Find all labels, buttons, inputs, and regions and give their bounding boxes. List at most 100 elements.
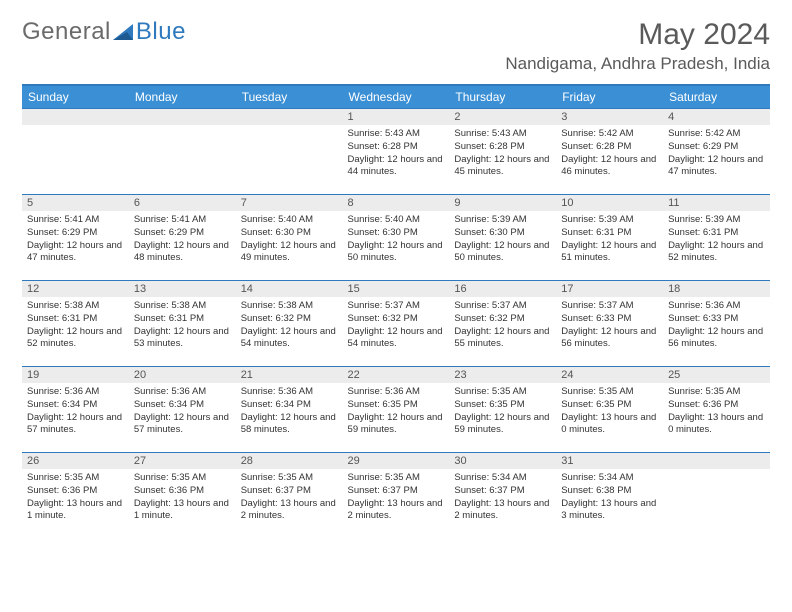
day-details: Sunrise: 5:41 AMSunset: 6:29 PMDaylight:…: [22, 211, 129, 269]
day-details: Sunrise: 5:39 AMSunset: 6:30 PMDaylight:…: [449, 211, 556, 269]
day-details: Sunrise: 5:35 AMSunset: 6:37 PMDaylight:…: [236, 469, 343, 527]
day-details: Sunrise: 5:41 AMSunset: 6:29 PMDaylight:…: [129, 211, 236, 269]
logo-triangle-icon: [113, 22, 135, 42]
day-number: 27: [129, 452, 236, 469]
day-details: Sunrise: 5:35 AMSunset: 6:37 PMDaylight:…: [343, 469, 450, 527]
day-number: 14: [236, 280, 343, 297]
day-details: Sunrise: 5:36 AMSunset: 6:33 PMDaylight:…: [663, 297, 770, 355]
calendar-cell: 4Sunrise: 5:42 AMSunset: 6:29 PMDaylight…: [663, 108, 770, 194]
day-number: 3: [556, 108, 663, 125]
calendar-cell: 27Sunrise: 5:35 AMSunset: 6:36 PMDayligh…: [129, 452, 236, 538]
calendar-cell: 12Sunrise: 5:38 AMSunset: 6:31 PMDayligh…: [22, 280, 129, 366]
day-details: Sunrise: 5:36 AMSunset: 6:34 PMDaylight:…: [22, 383, 129, 441]
day-details: Sunrise: 5:40 AMSunset: 6:30 PMDaylight:…: [236, 211, 343, 269]
day-details: Sunrise: 5:42 AMSunset: 6:29 PMDaylight:…: [663, 125, 770, 183]
day-number: 22: [343, 366, 450, 383]
day-details: Sunrise: 5:42 AMSunset: 6:28 PMDaylight:…: [556, 125, 663, 183]
day-number: 12: [22, 280, 129, 297]
calendar-cell: 2Sunrise: 5:43 AMSunset: 6:28 PMDaylight…: [449, 108, 556, 194]
day-number: [663, 452, 770, 469]
day-details: Sunrise: 5:38 AMSunset: 6:31 PMDaylight:…: [22, 297, 129, 355]
day-details: Sunrise: 5:34 AMSunset: 6:37 PMDaylight:…: [449, 469, 556, 527]
page-title: May 2024: [505, 18, 770, 52]
weekday-header-row: SundayMondayTuesdayWednesdayThursdayFrid…: [22, 86, 770, 108]
day-number: 7: [236, 194, 343, 211]
day-number: 23: [449, 366, 556, 383]
day-number: 2: [449, 108, 556, 125]
calendar-cell: 25Sunrise: 5:35 AMSunset: 6:36 PMDayligh…: [663, 366, 770, 452]
calendar-cell: 10Sunrise: 5:39 AMSunset: 6:31 PMDayligh…: [556, 194, 663, 280]
calendar-row: 12Sunrise: 5:38 AMSunset: 6:31 PMDayligh…: [22, 280, 770, 366]
day-number: 19: [22, 366, 129, 383]
calendar-cell: 31Sunrise: 5:34 AMSunset: 6:38 PMDayligh…: [556, 452, 663, 538]
location: Nandigama, Andhra Pradesh, India: [505, 54, 770, 74]
day-details: Sunrise: 5:40 AMSunset: 6:30 PMDaylight:…: [343, 211, 450, 269]
day-number: 29: [343, 452, 450, 469]
day-number: [129, 108, 236, 125]
weekday-header: Wednesday: [343, 86, 450, 108]
day-details: Sunrise: 5:39 AMSunset: 6:31 PMDaylight:…: [556, 211, 663, 269]
calendar-row: 26Sunrise: 5:35 AMSunset: 6:36 PMDayligh…: [22, 452, 770, 538]
weekday-header: Sunday: [22, 86, 129, 108]
calendar-body: 1Sunrise: 5:43 AMSunset: 6:28 PMDaylight…: [22, 108, 770, 538]
calendar-cell-empty: [22, 108, 129, 194]
day-number: 13: [129, 280, 236, 297]
calendar-cell: 18Sunrise: 5:36 AMSunset: 6:33 PMDayligh…: [663, 280, 770, 366]
day-number: 15: [343, 280, 450, 297]
logo-text-2: Blue: [136, 18, 186, 46]
day-number: 17: [556, 280, 663, 297]
calendar-cell: 8Sunrise: 5:40 AMSunset: 6:30 PMDaylight…: [343, 194, 450, 280]
calendar-cell: 6Sunrise: 5:41 AMSunset: 6:29 PMDaylight…: [129, 194, 236, 280]
weekday-header: Monday: [129, 86, 236, 108]
day-number: 24: [556, 366, 663, 383]
day-details: Sunrise: 5:35 AMSunset: 6:36 PMDaylight:…: [663, 383, 770, 441]
day-details: Sunrise: 5:35 AMSunset: 6:35 PMDaylight:…: [449, 383, 556, 441]
calendar-cell: 17Sunrise: 5:37 AMSunset: 6:33 PMDayligh…: [556, 280, 663, 366]
day-details: Sunrise: 5:38 AMSunset: 6:31 PMDaylight:…: [129, 297, 236, 355]
day-details: Sunrise: 5:34 AMSunset: 6:38 PMDaylight:…: [556, 469, 663, 527]
calendar-cell: 15Sunrise: 5:37 AMSunset: 6:32 PMDayligh…: [343, 280, 450, 366]
day-number: 4: [663, 108, 770, 125]
header: General Blue May 2024 Nandigama, Andhra …: [22, 18, 770, 74]
weekday-header: Tuesday: [236, 86, 343, 108]
calendar-cell-empty: [236, 108, 343, 194]
calendar-cell: 29Sunrise: 5:35 AMSunset: 6:37 PMDayligh…: [343, 452, 450, 538]
calendar-cell: 21Sunrise: 5:36 AMSunset: 6:34 PMDayligh…: [236, 366, 343, 452]
day-details: Sunrise: 5:39 AMSunset: 6:31 PMDaylight:…: [663, 211, 770, 269]
day-number: 31: [556, 452, 663, 469]
day-number: 6: [129, 194, 236, 211]
calendar-cell: 16Sunrise: 5:37 AMSunset: 6:32 PMDayligh…: [449, 280, 556, 366]
calendar-table: SundayMondayTuesdayWednesdayThursdayFrid…: [22, 86, 770, 538]
calendar-cell: 28Sunrise: 5:35 AMSunset: 6:37 PMDayligh…: [236, 452, 343, 538]
day-number: 10: [556, 194, 663, 211]
day-number: 25: [663, 366, 770, 383]
day-number: [22, 108, 129, 125]
day-number: 20: [129, 366, 236, 383]
day-number: 18: [663, 280, 770, 297]
day-number: 26: [22, 452, 129, 469]
calendar-cell-empty: [129, 108, 236, 194]
calendar-row: 1Sunrise: 5:43 AMSunset: 6:28 PMDaylight…: [22, 108, 770, 194]
logo: General Blue: [22, 18, 186, 46]
calendar-cell: 19Sunrise: 5:36 AMSunset: 6:34 PMDayligh…: [22, 366, 129, 452]
day-details: Sunrise: 5:35 AMSunset: 6:36 PMDaylight:…: [129, 469, 236, 527]
calendar-row: 5Sunrise: 5:41 AMSunset: 6:29 PMDaylight…: [22, 194, 770, 280]
weekday-header: Saturday: [663, 86, 770, 108]
day-details: [22, 125, 129, 175]
day-details: Sunrise: 5:43 AMSunset: 6:28 PMDaylight:…: [343, 125, 450, 183]
day-number: 5: [22, 194, 129, 211]
calendar-cell: 23Sunrise: 5:35 AMSunset: 6:35 PMDayligh…: [449, 366, 556, 452]
day-details: Sunrise: 5:35 AMSunset: 6:35 PMDaylight:…: [556, 383, 663, 441]
calendar-cell: 14Sunrise: 5:38 AMSunset: 6:32 PMDayligh…: [236, 280, 343, 366]
day-details: Sunrise: 5:38 AMSunset: 6:32 PMDaylight:…: [236, 297, 343, 355]
day-number: 21: [236, 366, 343, 383]
day-number: 8: [343, 194, 450, 211]
calendar-cell: 26Sunrise: 5:35 AMSunset: 6:36 PMDayligh…: [22, 452, 129, 538]
day-details: Sunrise: 5:37 AMSunset: 6:32 PMDaylight:…: [449, 297, 556, 355]
day-number: 11: [663, 194, 770, 211]
title-block: May 2024 Nandigama, Andhra Pradesh, Indi…: [505, 18, 770, 74]
calendar-row: 19Sunrise: 5:36 AMSunset: 6:34 PMDayligh…: [22, 366, 770, 452]
weekday-header: Thursday: [449, 86, 556, 108]
day-details: [663, 469, 770, 519]
day-details: Sunrise: 5:36 AMSunset: 6:35 PMDaylight:…: [343, 383, 450, 441]
